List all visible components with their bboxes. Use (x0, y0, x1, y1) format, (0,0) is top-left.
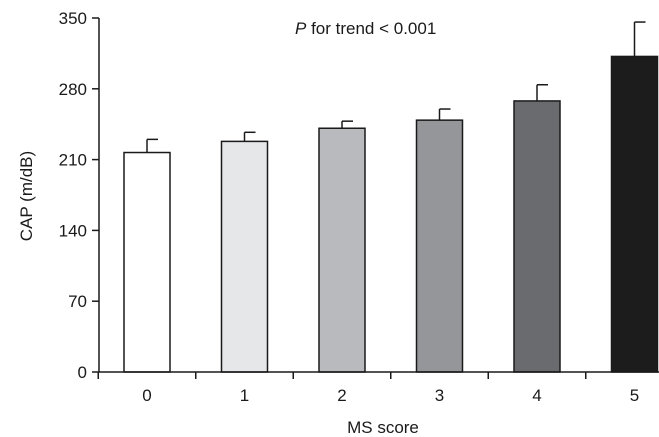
y-axis-title: CAP (m/dB) (17, 151, 36, 241)
bar (220, 140, 269, 373)
bar (610, 55, 659, 373)
trend-p-symbol: P (295, 19, 307, 38)
y-tick-label: 280 (59, 80, 87, 99)
bars (123, 55, 659, 373)
x-axis-title: MS score (347, 418, 419, 437)
x-tick-label: 4 (532, 386, 541, 405)
y-tick-label: 140 (59, 221, 87, 240)
trend-annotation: P for trend < 0.001 (295, 19, 436, 38)
y-axis-ticks: 0 70 140 210 280 350 (59, 9, 99, 382)
x-tick-label: 3 (435, 386, 444, 405)
trend-text: for trend < 0.001 (306, 19, 436, 38)
y-tick-label: 350 (59, 9, 87, 28)
error-bars (146, 21, 646, 153)
x-axis-ticks: 0 1 2 3 4 5 (97, 372, 639, 405)
x-tick-label: 2 (337, 386, 346, 405)
x-tick-label: 1 (240, 386, 249, 405)
y-tick-label: 0 (78, 363, 87, 382)
x-tick-label: 5 (630, 386, 639, 405)
bar (513, 100, 561, 373)
bar (318, 127, 366, 373)
bar (415, 119, 464, 373)
y-tick-label: 70 (68, 292, 87, 311)
y-tick-label: 210 (59, 151, 87, 170)
bar (123, 151, 171, 373)
x-tick-label: 0 (142, 386, 151, 405)
